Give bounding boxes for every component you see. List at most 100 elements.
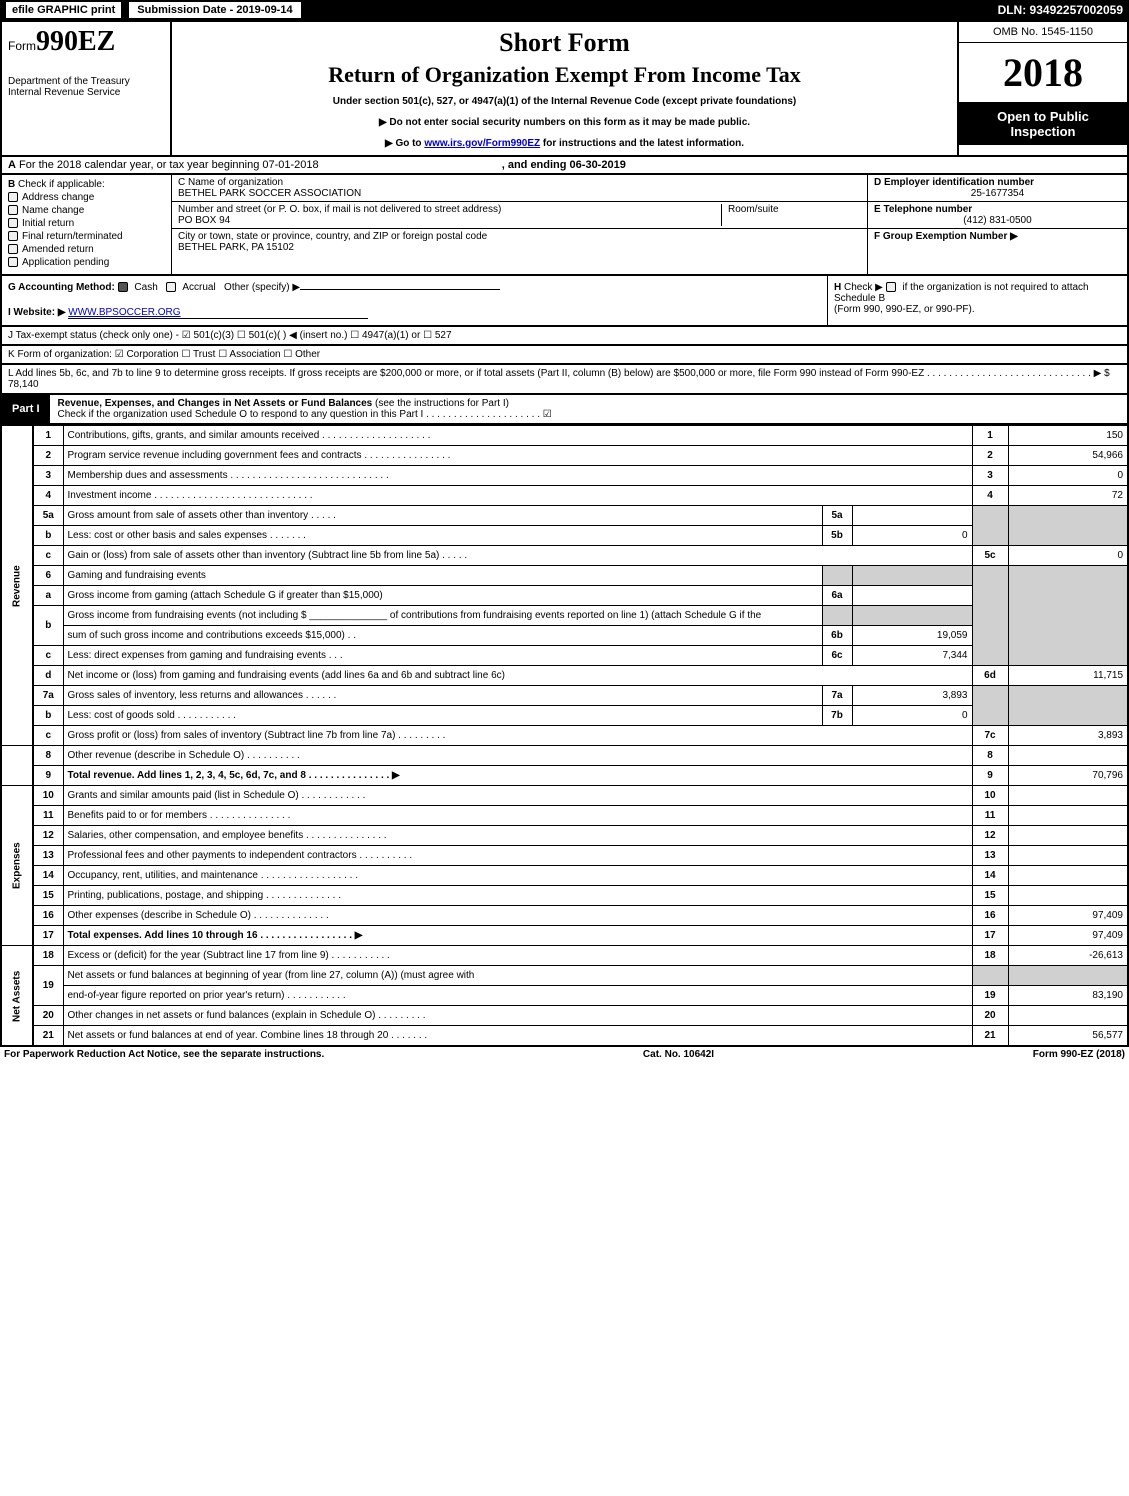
table-row: b Less: cost of goods sold . . . . . . .… (1, 706, 1128, 726)
street: PO BOX 94 (178, 215, 721, 226)
row-l-amount: 78,140 (8, 379, 39, 390)
checkbox-icon (8, 192, 18, 202)
table-row: c Less: direct expenses from gaming and … (1, 646, 1128, 666)
table-row: c Gain or (loss) from sale of assets oth… (1, 546, 1128, 566)
form-number-line: Form990EZ (8, 26, 164, 58)
checkbox-icon (118, 282, 128, 292)
table-row: 20Other changes in net assets or fund ba… (1, 1006, 1128, 1026)
street-label: Number and street (or P. O. box, if mail… (178, 204, 721, 215)
goto-pre: ▶ Go to (385, 138, 424, 149)
table-row: 2 Program service revenue including gove… (1, 446, 1128, 466)
table-row: 14Occupancy, rent, utilities, and mainte… (1, 866, 1128, 886)
topbar-left: efile GRAPHIC print Submission Date - 20… (0, 0, 303, 20)
part1-title: Revenue, Expenses, and Changes in Net As… (50, 395, 1127, 423)
label-a: A (8, 159, 16, 171)
table-row: Expenses 10 Grants and similar amounts p… (1, 786, 1128, 806)
topbar: efile GRAPHIC print Submission Date - 20… (0, 0, 1129, 22)
table-row: b Gross income from fundraising events (… (1, 606, 1128, 626)
form-number: 990EZ (36, 26, 115, 57)
chk-amended-return[interactable]: Amended return (8, 244, 165, 255)
row-gh: G Accounting Method: Cash Accrual Other … (0, 276, 1129, 327)
submission-date: Submission Date - 2019-09-14 (127, 0, 302, 20)
table-row: 3 Membership dues and assessments . . . … (1, 466, 1128, 486)
table-row: 7a Gross sales of inventory, less return… (1, 686, 1128, 706)
subhead-code: Under section 501(c), 527, or 4947(a)(1)… (178, 96, 951, 107)
part1-table: Revenue 1 Contributions, gifts, grants, … (0, 425, 1129, 1047)
table-row: Revenue 1 Contributions, gifts, grants, … (1, 426, 1128, 446)
f-label: F Group Exemption Number ▶ (874, 231, 1121, 242)
table-row: 13Professional fees and other payments t… (1, 846, 1128, 866)
form-990ez-footer: Form 990-EZ (2018) (1033, 1049, 1125, 1060)
g-label: G Accounting Method: (8, 282, 118, 293)
revenue-vlabel: Revenue (1, 426, 33, 746)
city-label: City or town, state or province, country… (178, 231, 861, 242)
org-name: BETHEL PARK SOCCER ASSOCIATION (178, 188, 861, 199)
short-form-title: Short Form (178, 28, 951, 58)
checkbox-icon (8, 231, 18, 241)
table-row: end-of-year figure reported on prior yea… (1, 986, 1128, 1006)
chk-final-return[interactable]: Final return/terminated (8, 231, 165, 242)
checkbox-icon (8, 218, 18, 228)
table-row: a Gross income from gaming (attach Sched… (1, 586, 1128, 606)
c-label: C Name of organization (178, 177, 861, 188)
street-cell: Number and street (or P. O. box, if mail… (172, 202, 867, 229)
row-k: K Form of organization: ☑ Corporation ☐ … (0, 346, 1129, 365)
row-a: A For the 2018 calendar year, or tax yea… (0, 157, 1129, 175)
efile-print-button[interactable]: efile GRAPHIC print (4, 0, 123, 20)
table-row: d Net income or (loss) from gaming and f… (1, 666, 1128, 686)
netassets-vlabel: Net Assets (1, 946, 33, 1046)
entity-right: D Employer identification number 25-1677… (867, 175, 1127, 274)
expenses-vlabel: Expenses (1, 786, 33, 946)
goto-line: ▶ Go to www.irs.gov/Form990EZ for instru… (178, 138, 951, 149)
checkbox-icon (8, 205, 18, 215)
phone-cell: E Telephone number (412) 831-0500 (868, 202, 1127, 229)
goto-link[interactable]: www.irs.gov/Form990EZ (424, 138, 540, 149)
row-j: J Tax-exempt status (check only one) - ☑… (0, 327, 1129, 346)
tax-exempt-status: J Tax-exempt status (check only one) - ☑… (8, 330, 452, 341)
ein-cell: D Employer identification number 25-1677… (868, 175, 1127, 202)
table-row: 5a Gross amount from sale of assets othe… (1, 506, 1128, 526)
entity-mid: C Name of organization BETHEL PARK SOCCE… (172, 175, 867, 274)
ein: 25-1677354 (874, 188, 1121, 199)
h-text3: (Form 990, 990-EZ, or 990-PF). (834, 304, 1121, 315)
table-row: 15Printing, publications, postage, and s… (1, 886, 1128, 906)
i-label: I Website: ▶ (8, 307, 66, 318)
chk-address-change[interactable]: Address change (8, 192, 165, 203)
cat-no: Cat. No. 10642I (643, 1049, 714, 1060)
header-left: Form990EZ Department of the Treasury Int… (2, 22, 172, 155)
chk-initial-return[interactable]: Initial return (8, 218, 165, 229)
table-row: 4 Investment income . . . . . . . . . . … (1, 486, 1128, 506)
row-l: L Add lines 5b, 6c, and 7b to line 9 to … (0, 365, 1129, 395)
chk-application-pending[interactable]: Application pending (8, 257, 165, 268)
checkbox-icon (8, 257, 18, 267)
city-cell: City or town, state or province, country… (172, 229, 867, 255)
table-row: 8 Other revenue (describe in Schedule O)… (1, 746, 1128, 766)
table-row: Net Assets 18 Excess or (deficit) for th… (1, 946, 1128, 966)
website-link[interactable]: WWW.BPSOCCER.ORG (68, 307, 368, 319)
checkbox-icon (886, 282, 896, 292)
group-exemption-cell: F Group Exemption Number ▶ (868, 229, 1127, 244)
chk-name-change[interactable]: Name change (8, 205, 165, 216)
accounting-method: G Accounting Method: Cash Accrual Other … (8, 282, 821, 293)
goto-post: for instructions and the latest informat… (540, 138, 744, 149)
table-row: 11Benefits paid to or for members . . . … (1, 806, 1128, 826)
table-row: 9 Total revenue. Add lines 1, 2, 3, 4, 5… (1, 766, 1128, 786)
table-row: 6 Gaming and fundraising events (1, 566, 1128, 586)
dept-treasury: Department of the Treasury (8, 76, 164, 87)
part1-checkline: Check if the organization used Schedule … (58, 409, 552, 420)
part1-header: Part I Revenue, Expenses, and Changes in… (0, 395, 1129, 425)
irs-label: Internal Revenue Service (8, 87, 164, 98)
do-not-ssn: ▶ Do not enter social security numbers o… (178, 117, 951, 128)
header-right: OMB No. 1545-1150 2018 Open to Public In… (957, 22, 1127, 155)
dln-label: DLN: 93492257002059 (998, 3, 1129, 17)
check-applicable: B Check if applicable: Address change Na… (2, 175, 172, 274)
paperwork-notice: For Paperwork Reduction Act Notice, see … (4, 1049, 324, 1060)
table-row: 16Other expenses (describe in Schedule O… (1, 906, 1128, 926)
other-specify-line (300, 289, 500, 290)
org-name-cell: C Name of organization BETHEL PARK SOCCE… (172, 175, 867, 202)
part1-label: Part I (2, 400, 50, 418)
e-label: E Telephone number (874, 204, 1121, 215)
tax-year: 2018 (959, 43, 1127, 103)
table-row: sum of such gross income and contributio… (1, 626, 1128, 646)
table-row: c Gross profit or (loss) from sales of i… (1, 726, 1128, 746)
